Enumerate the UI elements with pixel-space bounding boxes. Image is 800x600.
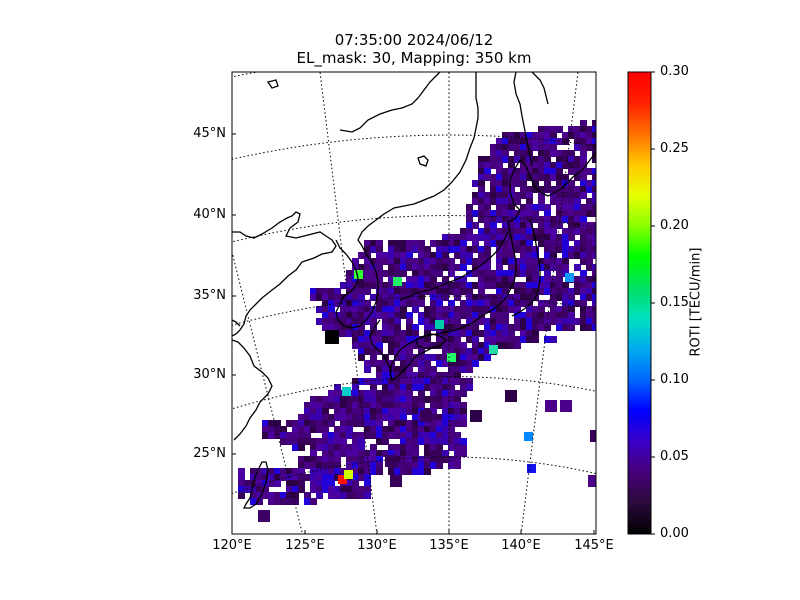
lat-label: 30°N [193,367,226,382]
roti-highlight-cell [344,470,353,479]
lat-label: 35°N [193,288,226,303]
lat-label: 45°N [193,126,226,141]
roti-highlight-cell [565,273,574,282]
colorbar-tick-label: 0.25 [660,141,689,156]
roti-highlight-cell [393,277,402,286]
plot-title-params: EL_mask: 30, Mapping: 350 km [296,49,532,67]
colorbar-tick-label: 0.15 [660,295,689,310]
colorbar-tick-label: 0.10 [660,372,689,387]
plot-title-time: 07:35:00 2024/06/12 [334,31,494,49]
colorbar-tick-label: 0.05 [660,449,689,464]
coastlines [232,72,596,509]
lon-label: 140°E [501,538,541,553]
colorbar-label: ROTI [TECU/min] [688,247,704,357]
roti-highlight-cell [338,475,347,484]
roti-highlight-cell [435,320,444,329]
colorbar [627,71,655,535]
roti-highlight-cell [489,345,498,354]
lat-label: 25°N [193,446,226,461]
roti-data-cells [238,120,596,522]
lon-label: 125°E [285,538,325,553]
colorbar-tick-label: 0.00 [660,526,689,541]
roti-highlight-cell [354,270,363,279]
roti-highlight-cell [447,353,456,362]
lon-label: 145°E [574,538,614,553]
axis-ticks [231,133,595,534]
lat-label: 40°N [193,207,226,222]
roti-highlight-cell [527,464,536,473]
lon-label: 130°E [357,538,397,553]
colorbar-tick-label: 0.20 [660,218,689,233]
lon-label: 120°E [212,538,252,553]
colorbar-tick-label: 0.30 [660,64,689,79]
lon-label: 135°E [429,538,469,553]
roti-highlight-cell [342,387,351,396]
plot-frame [231,71,597,535]
roti-highlight-cell [524,432,533,441]
roti-highlight-cell [325,330,339,344]
